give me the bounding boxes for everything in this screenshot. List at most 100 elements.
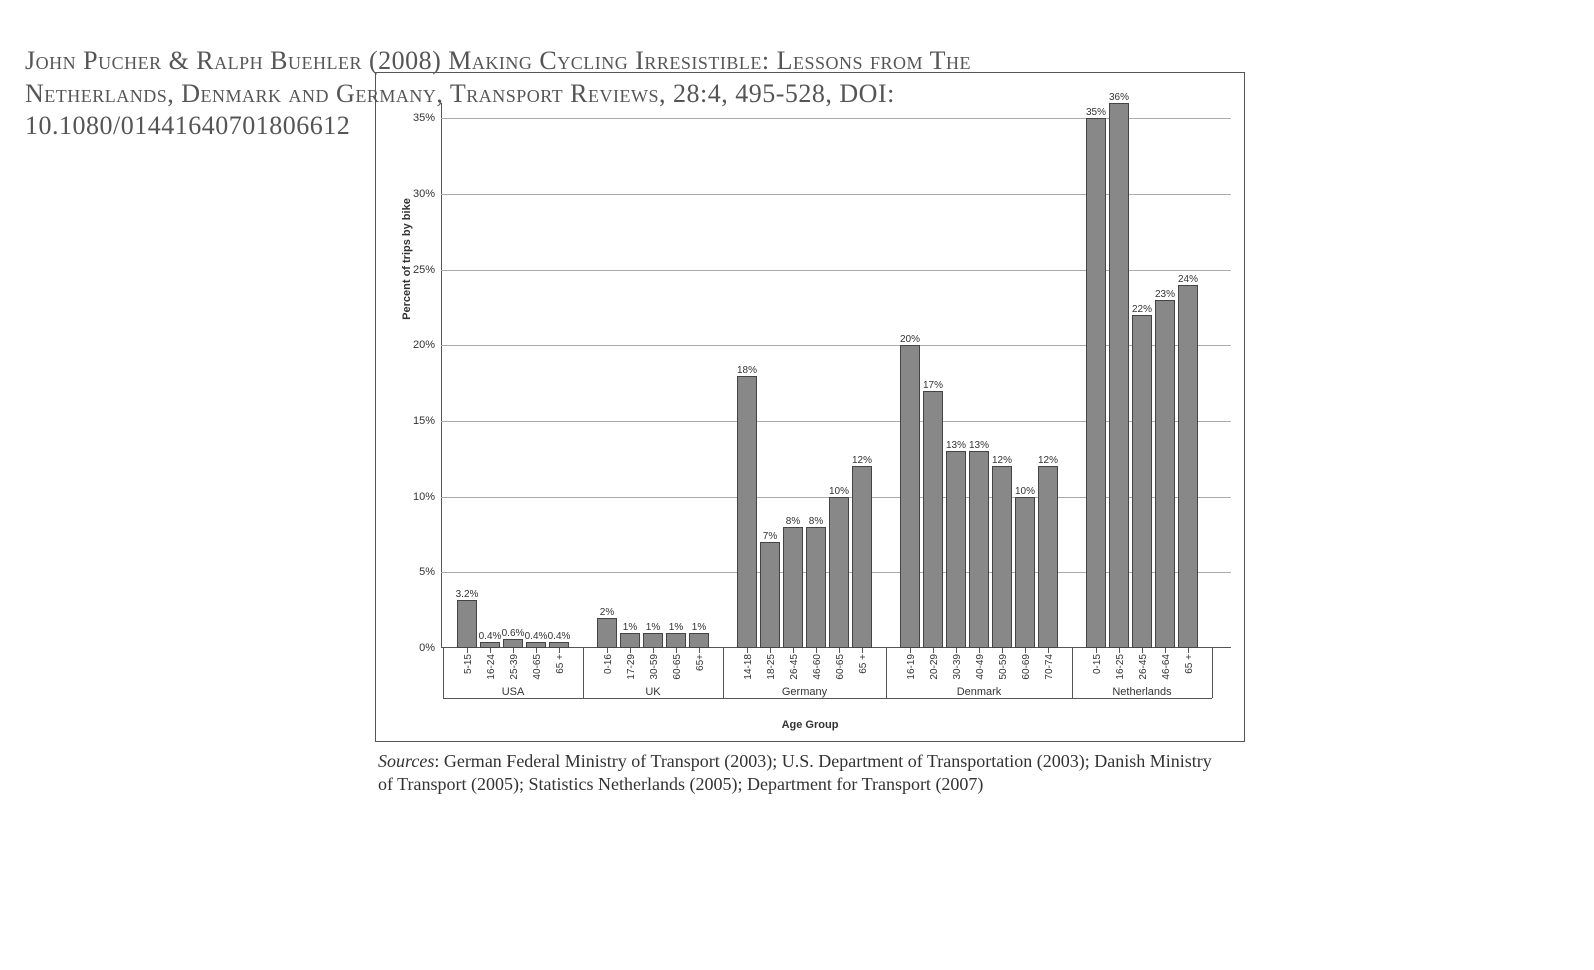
x-axis-label: Age Group: [782, 719, 839, 731]
x-tick: [653, 648, 654, 653]
x-tick-label: 16-19: [906, 654, 917, 680]
x-tick-label: 26-45: [789, 654, 800, 680]
bar-value-label: 13%: [946, 440, 966, 451]
x-tick: [747, 648, 748, 653]
x-tick-label: 70-74: [1044, 654, 1055, 680]
bar: 24%: [1178, 285, 1198, 648]
x-tick-label: 16-24: [486, 654, 497, 680]
bar: 1%: [643, 633, 663, 648]
x-tick-label: 65+: [695, 654, 706, 671]
x-tick: [1188, 648, 1189, 653]
bar-value-label: 10%: [829, 486, 849, 497]
bar: 13%: [946, 451, 966, 648]
bar-value-label: 1%: [692, 622, 706, 633]
bar-value-label: 0.4%: [548, 631, 571, 642]
bar-value-label: 7%: [763, 531, 777, 542]
x-tick-label: 60-65: [835, 654, 846, 680]
x-tick-label: 40-65: [532, 654, 543, 680]
x-tick-label: 0-15: [1092, 654, 1103, 674]
x-tick: [607, 648, 608, 653]
group-bottom-border: [443, 698, 1212, 699]
x-tick: [1119, 648, 1120, 653]
x-tick: [1096, 648, 1097, 653]
bar: 3.2%: [457, 600, 477, 648]
bar: 12%: [1038, 466, 1058, 648]
group-label: Denmark: [957, 686, 1002, 698]
bar-value-label: 8%: [786, 516, 800, 527]
bar: 35%: [1086, 118, 1106, 648]
x-tick-label: 25-39: [509, 654, 520, 680]
group-label: Netherlands: [1112, 686, 1171, 698]
plot-area: 0%5%10%15%20%25%30%35%3.2%5-150.4%16-240…: [441, 103, 1231, 648]
bar: 8%: [783, 527, 803, 648]
bar-value-label: 36%: [1109, 92, 1129, 103]
group-divider: [886, 648, 887, 698]
bar: 1%: [620, 633, 640, 648]
sources-text: : German Federal Ministry of Transport (…: [378, 751, 1212, 794]
x-tick: [467, 648, 468, 653]
x-tick: [699, 648, 700, 653]
bar: 20%: [900, 345, 920, 648]
x-tick-label: 46-64: [1161, 654, 1172, 680]
bar: 1%: [666, 633, 686, 648]
x-tick-label: 65 +: [858, 654, 869, 674]
bar-value-label: 12%: [1038, 455, 1058, 466]
x-tick-label: 16-25: [1115, 654, 1126, 680]
bar: 10%: [829, 497, 849, 648]
bar-value-label: 13%: [969, 440, 989, 451]
bar-value-label: 20%: [900, 334, 920, 345]
x-tick-label: 65 +: [555, 654, 566, 674]
x-tick: [513, 648, 514, 653]
y-tick-label: 20%: [413, 339, 435, 351]
x-tick-label: 30-59: [649, 654, 660, 680]
bar-value-label: 0.6%: [502, 628, 525, 639]
x-tick: [1165, 648, 1166, 653]
y-tick-label: 10%: [413, 491, 435, 503]
x-tick-label: 14-18: [743, 654, 754, 680]
bar-value-label: 22%: [1132, 304, 1152, 315]
bar-value-label: 0.4%: [525, 631, 548, 642]
x-tick-label: 65 +: [1184, 654, 1195, 674]
x-tick: [1002, 648, 1003, 653]
bar: 0.6%: [503, 639, 523, 648]
x-tick: [490, 648, 491, 653]
x-tick-label: 60-69: [1021, 654, 1032, 680]
group-label: USA: [502, 686, 525, 698]
x-tick-label: 18-25: [766, 654, 777, 680]
bar-value-label: 1%: [646, 622, 660, 633]
x-tick-label: 30-39: [952, 654, 963, 680]
citation-text: John Pucher & Ralph Buehler (2008) Makin…: [25, 45, 1025, 143]
sources-label: Sources: [378, 751, 434, 771]
x-tick: [770, 648, 771, 653]
x-tick-label: 20-29: [929, 654, 940, 680]
x-tick: [1025, 648, 1026, 653]
x-tick: [933, 648, 934, 653]
bar-value-label: 0.4%: [479, 631, 502, 642]
x-tick: [862, 648, 863, 653]
bar: 12%: [992, 466, 1012, 648]
bar-value-label: 1%: [623, 622, 637, 633]
bar-value-label: 24%: [1178, 274, 1198, 285]
x-tick-label: 60-65: [672, 654, 683, 680]
bar: 18%: [737, 376, 757, 649]
x-tick-label: 50-59: [998, 654, 1009, 680]
page: John Pucher & Ralph Buehler (2008) Makin…: [0, 0, 1594, 970]
x-tick: [536, 648, 537, 653]
x-tick: [676, 648, 677, 653]
x-tick: [630, 648, 631, 653]
bar-value-label: 35%: [1086, 107, 1106, 118]
x-tick: [1048, 648, 1049, 653]
bar: 12%: [852, 466, 872, 648]
group-divider: [723, 648, 724, 698]
bar: 36%: [1109, 103, 1129, 648]
group-label: UK: [645, 686, 660, 698]
group-divider: [583, 648, 584, 698]
x-tick-label: 5-15: [463, 654, 474, 674]
y-tick-label: 25%: [413, 264, 435, 276]
bar-value-label: 12%: [852, 455, 872, 466]
x-tick: [559, 648, 560, 653]
bar: 7%: [760, 542, 780, 648]
x-tick: [979, 648, 980, 653]
y-tick-label: 5%: [419, 566, 435, 578]
bar-value-label: 17%: [923, 380, 943, 391]
